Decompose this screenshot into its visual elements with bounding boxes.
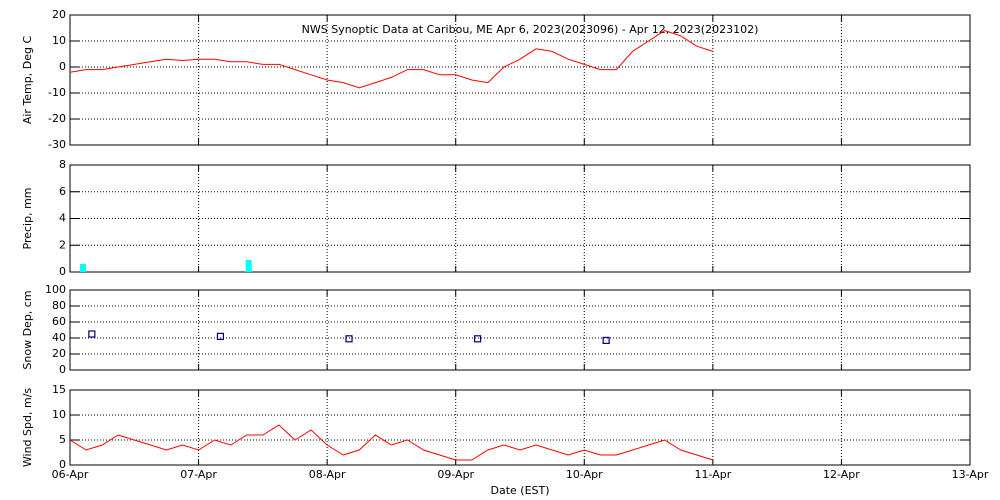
y-tick-label: 100 <box>45 283 66 296</box>
y-tick-label: -30 <box>48 138 66 151</box>
y-tick-label: 0 <box>59 60 66 73</box>
y-tick-label: 2 <box>59 238 66 251</box>
x-tick-label: 11-Apr <box>694 468 731 481</box>
x-tick-label: 10-Apr <box>566 468 603 481</box>
y-axis-label: Precip, mm <box>21 188 34 250</box>
bar <box>245 259 252 272</box>
marker <box>473 335 482 343</box>
y-tick-label: 20 <box>52 8 66 21</box>
y-tick-label: 40 <box>52 331 66 344</box>
y-tick-label: 10 <box>52 34 66 47</box>
y-tick-label: 15 <box>52 383 66 396</box>
y-tick-label: 0 <box>59 363 66 376</box>
y-tick-label: -10 <box>48 86 66 99</box>
x-tick-label: 06-Apr <box>52 468 89 481</box>
y-tick-label: -20 <box>48 112 66 125</box>
x-tick-label: 08-Apr <box>309 468 346 481</box>
chart-title: NWS Synoptic Data at Caribou, ME Apr 6, … <box>302 23 759 36</box>
y-tick-label: 6 <box>59 185 66 198</box>
y-tick-label: 60 <box>52 315 66 328</box>
y-tick-label: 80 <box>52 299 66 312</box>
data-line <box>69 30 714 89</box>
plot-frame <box>69 289 971 371</box>
x-tick-label: 12-Apr <box>823 468 860 481</box>
x-axis-label: Date (EST) <box>490 484 549 497</box>
marker <box>216 332 225 340</box>
y-tick-label: 8 <box>59 158 66 171</box>
y-axis-label: Air Temp, Deg C <box>21 36 34 125</box>
bar <box>79 263 86 272</box>
plot-frame <box>69 389 971 466</box>
y-tick-label: 20 <box>52 347 66 360</box>
marker <box>345 335 353 343</box>
y-axis-label: Wind Spd, m/s <box>21 388 34 468</box>
data-line <box>69 424 714 461</box>
x-tick-label: 13-Apr <box>952 468 989 481</box>
y-axis-label: Snow Dep, cm <box>21 290 34 369</box>
plot-frame <box>69 14 971 146</box>
marker <box>88 330 96 338</box>
y-tick-label: 0 <box>59 265 66 278</box>
x-tick-label: 07-Apr <box>180 468 217 481</box>
y-tick-label: 5 <box>59 433 66 446</box>
marker <box>602 336 610 344</box>
y-tick-label: 4 <box>59 212 66 225</box>
y-tick-label: 10 <box>52 408 66 421</box>
x-tick-label: 09-Apr <box>437 468 474 481</box>
y-tick-label: 0 <box>59 458 66 471</box>
